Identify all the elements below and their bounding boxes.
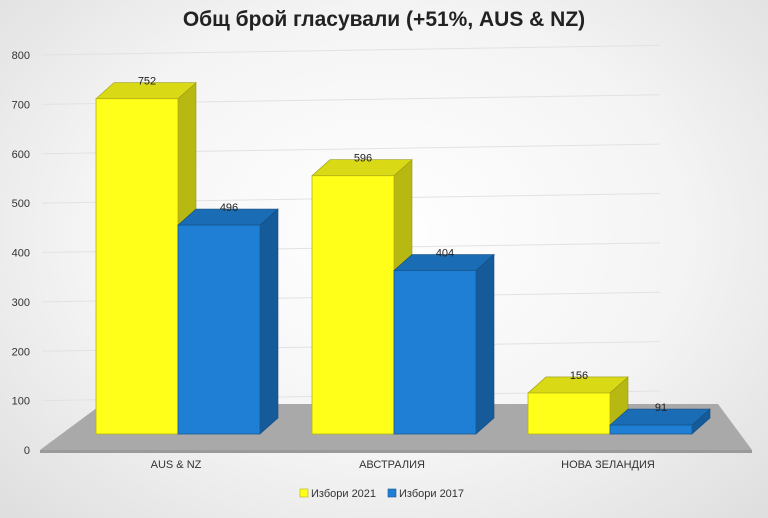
- legend-swatch: [387, 488, 397, 498]
- bar-side: [259, 208, 279, 435]
- chart-floor-edge: [40, 450, 752, 453]
- data-label: 404: [436, 248, 454, 260]
- data-label: 752: [138, 76, 156, 88]
- legend-label: Избори 2021: [311, 488, 376, 500]
- y-tick-label: 100: [12, 396, 30, 408]
- data-label: 496: [220, 202, 238, 214]
- y-tick-label: 500: [12, 198, 30, 210]
- bar: [527, 392, 611, 435]
- legend-swatch: [299, 488, 309, 498]
- y-tick-label: 200: [12, 346, 30, 358]
- bars-layer: [95, 82, 711, 435]
- labels-layer: 752 496 AUS & NZ 596 404 АВСТРАЛИЯ 156 91 НОВА З…: [138, 76, 667, 471]
- category-label: АВСТРАЛИЯ: [359, 459, 425, 471]
- data-label: 156: [570, 370, 588, 382]
- bar: [311, 175, 395, 435]
- chart-title: Общ брой гласували (+51%, AUS & NZ): [182, 8, 586, 31]
- y-tick-label: 0: [24, 445, 30, 457]
- bar: [177, 224, 261, 435]
- legend: Избори 2021 Избори 2017: [299, 488, 464, 500]
- bar: [393, 270, 477, 435]
- axis-layer: 0 100 200 300 400 500 600 700 800: [12, 50, 30, 457]
- bar-side: [475, 253, 495, 435]
- y-tick-label: 700: [12, 99, 30, 111]
- gridline: [41, 44, 661, 56]
- data-label: 596: [354, 153, 372, 165]
- bar: [95, 98, 179, 435]
- bar: [609, 424, 693, 435]
- y-tick-label: 600: [12, 149, 30, 161]
- category-label: AUS & NZ: [151, 459, 202, 471]
- y-tick-label: 300: [12, 297, 30, 309]
- data-label: 91: [655, 402, 667, 414]
- legend-label: Избори 2017: [399, 488, 464, 500]
- y-tick-label: 800: [12, 50, 30, 62]
- y-tick-label: 400: [12, 248, 30, 260]
- category-label: НОВА ЗЕЛАНДИЯ: [561, 459, 655, 471]
